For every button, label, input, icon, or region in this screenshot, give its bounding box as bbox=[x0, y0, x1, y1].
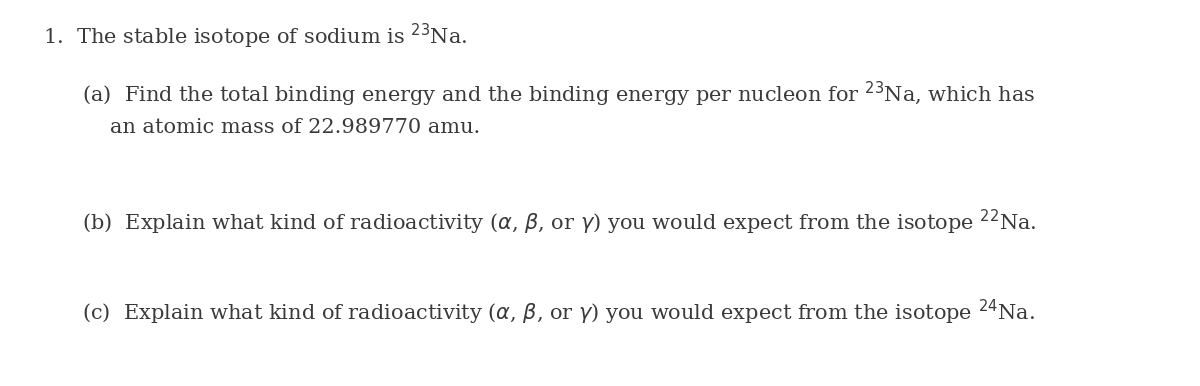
Text: (c)  Explain what kind of radioactivity ($\alpha$, $\beta$, or $\gamma$) you wou: (c) Explain what kind of radioactivity (… bbox=[82, 298, 1034, 327]
Text: (b)  Explain what kind of radioactivity ($\alpha$, $\beta$, or $\gamma$) you wou: (b) Explain what kind of radioactivity (… bbox=[82, 208, 1037, 237]
Text: an atomic mass of 22.989770 amu.: an atomic mass of 22.989770 amu. bbox=[110, 118, 480, 137]
Text: (a)  Find the total binding energy and the binding energy per nucleon for $^{23}: (a) Find the total binding energy and th… bbox=[82, 80, 1036, 109]
Text: 1.  The stable isotope of sodium is $^{23}$Na.: 1. The stable isotope of sodium is $^{23… bbox=[43, 22, 467, 51]
